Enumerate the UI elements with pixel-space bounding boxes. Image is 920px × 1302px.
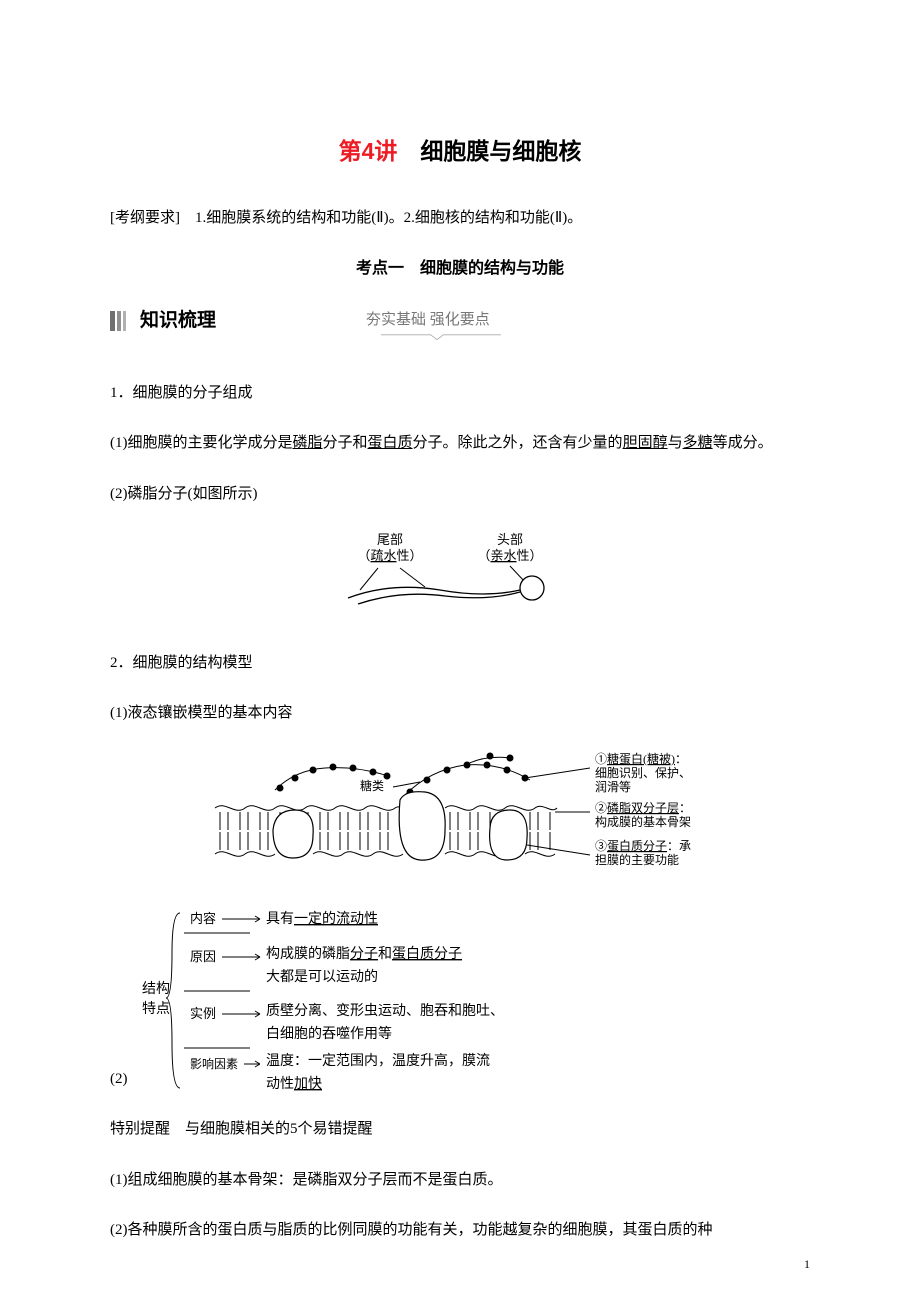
reminder-p1: (1)组成细胞膜的基本骨架：是磷脂双分子层而不是蛋白质。 [110,1166,810,1195]
head-label-2: （亲水性） [477,548,542,563]
structure-features-row: (2) 结构 特点 内容 原因 实例 影响因素 具有一定的流动性 构成膜的磷脂分… [110,903,810,1093]
banner-mid-text: 夯实基础 强化要点 [366,312,490,328]
title-red: 第4讲 [339,138,398,164]
r4l2: 动性加快 [266,1076,322,1092]
anno1-l1: ①糖蛋白(糖被)： [595,751,687,766]
anno2-l1: ②磷脂双分子层： [595,800,691,815]
tail-label-2: （疏水性） [357,548,422,563]
title-black: 细胞膜与细胞核 [397,138,581,164]
exam-requirements: [考纲要求] 1.细胞膜系统的结构和功能(Ⅱ)。2.细胞核的结构和功能(Ⅱ)。 [110,204,810,233]
phospholipid-figure: 尾部 （疏水性） 头部 （亲水性） [110,530,810,621]
document-title: 第4讲 细胞膜与细胞核 [110,130,810,174]
head-label-1: 头部 [497,532,523,547]
root-l1: 结构 [142,981,170,997]
banner-left-text: 知识梳理 [140,303,216,339]
r3l1: 质壁分离、变形虫运动、胞吞和胞吐、 [266,1002,504,1019]
anno3-l2: 担膜的主要功能 [595,852,679,867]
b2: 原因 [190,949,216,964]
section-banner: 知识梳理 夯实基础 强化要点 [110,303,810,339]
anno1-l2: 细胞识别、保护、 [595,766,691,780]
r1: 具有一定的流动性 [266,911,378,927]
structure-brace-svg: 结构 特点 内容 原因 实例 影响因素 具有一定的流动性 构成膜的磷脂分子和蛋白… [132,903,612,1093]
anno2-l2: 构成膜的基本骨架 [595,814,691,829]
section2-p1: (1)液态镶嵌模型的基本内容 [110,699,810,728]
tail-label-1: 尾部 [377,532,403,547]
s1p1-m1: 分子和 [323,435,368,451]
anno1-l3: 润滑等 [595,780,631,794]
banner-mid: 夯实基础 强化要点 [366,306,490,335]
r2l2: 大都是可以运动的 [266,969,378,985]
s1p1-u2: 蛋白质 [368,435,413,451]
root-l2: 特点 [142,1001,170,1017]
phospholipid-svg: 尾部 （疏水性） 头部 （亲水性） [330,530,590,610]
item-2-label: (2) [110,1065,128,1094]
reminder-p2: (2)各种膜所含的蛋白质与脂质的比例同膜的功能有关，功能越复杂的细胞膜，其蛋白质… [110,1216,810,1245]
s1p1-pre: (1)细胞膜的主要化学成分是 [110,435,293,451]
fluid-mosaic-svg: 糖类 ①糖蛋白(糖被)： 细胞识别、保护、 [195,750,725,885]
r4l1: 温度：一定范围内，温度升高，膜流 [266,1052,490,1069]
r3l2: 白细胞的吞噬作用等 [266,1025,392,1042]
s1p1-u3: 胆固醇 [623,435,668,451]
page-number: 1 [804,1253,810,1276]
fluid-mosaic-figure: 糖类 ①糖蛋白(糖被)： 细胞识别、保护、 [110,750,810,896]
banner-underline-icon [366,334,516,342]
section2-heading: 2．细胞膜的结构模型 [110,649,810,678]
topic-subtitle: 考点一 细胞膜的结构与功能 [110,254,810,284]
s1p1-tail: 等成分。 [713,435,773,451]
banner-bars-icon [110,311,134,331]
banner-left: 知识梳理 [110,303,216,339]
s1p1-m2: 分子。除此之外，还含有少量的 [413,435,623,451]
sugar-label: 糖类 [360,778,384,793]
section1-p1: (1)细胞膜的主要化学成分是磷脂分子和蛋白质分子。除此之外，还含有少量的胆固醇与… [110,429,810,458]
s1p1-u1: 磷脂 [293,435,323,451]
s1p1-u4: 多糖 [683,435,713,451]
section1-p2: (2)磷脂分子(如图所示) [110,480,810,509]
b4: 影响因素 [190,1056,238,1071]
anno3-l1: ③蛋白质分子：承 [595,838,691,853]
b3: 实例 [190,1006,216,1021]
s1p1-m3: 与 [668,435,683,451]
reminder-heading: 特别提醒 与细胞膜相关的5个易错提醒 [110,1115,810,1144]
section1-heading: 1．细胞膜的分子组成 [110,379,810,408]
r2l1: 构成膜的磷脂分子和蛋白质分子 [266,946,462,962]
b1: 内容 [190,911,216,926]
